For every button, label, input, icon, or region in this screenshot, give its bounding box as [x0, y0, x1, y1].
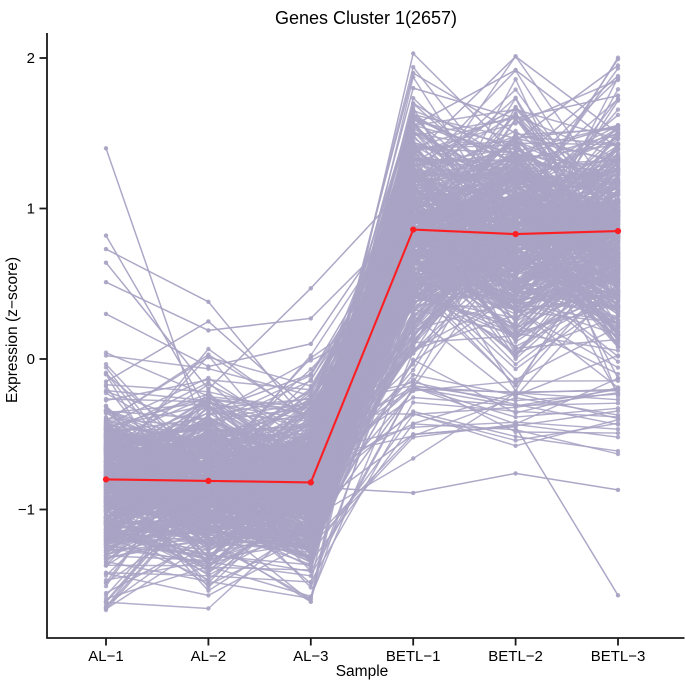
y-axis-label: Expression (z−score): [4, 257, 21, 403]
mean-point-3: [410, 226, 417, 233]
y-tick-label: 2: [27, 50, 35, 67]
x-tick-label-5: BETL−2: [488, 648, 543, 665]
x-tick-label-3: AL−3: [293, 648, 328, 665]
y-tick-label: 0: [27, 351, 35, 368]
y-tick-label: −1: [18, 502, 35, 519]
x-axis-ticks: AL−1 AL−2 AL−3 BETL−1 BETL−2 BETL−3: [88, 638, 645, 665]
chart-title: Genes Cluster 1(2657): [275, 8, 457, 28]
cluster-mean-line-layer: [102, 226, 622, 486]
x-tick-label-1: AL−1: [88, 648, 123, 665]
x-axis-label: Sample: [336, 663, 389, 680]
mean-point-0: [102, 476, 110, 483]
mean-line-path: [105, 228, 619, 484]
mean-point-4: [512, 231, 519, 238]
x-tick-label-4: BETL−1: [386, 648, 441, 665]
gene-profile-lines-layer: [103, 51, 621, 613]
mean-point-1: [205, 477, 212, 484]
x-tick-label-2: AL−2: [191, 648, 226, 665]
x-tick-label-6: BETL−3: [591, 648, 646, 665]
mean-point-5: [614, 228, 622, 235]
axis-lines: [46, 33, 685, 639]
mean-point-2: [307, 479, 314, 486]
y-tick-label: 1: [27, 201, 35, 218]
axes-layer: [46, 33, 685, 639]
y-axis-ticks: 2 1 0 −1: [18, 50, 47, 519]
